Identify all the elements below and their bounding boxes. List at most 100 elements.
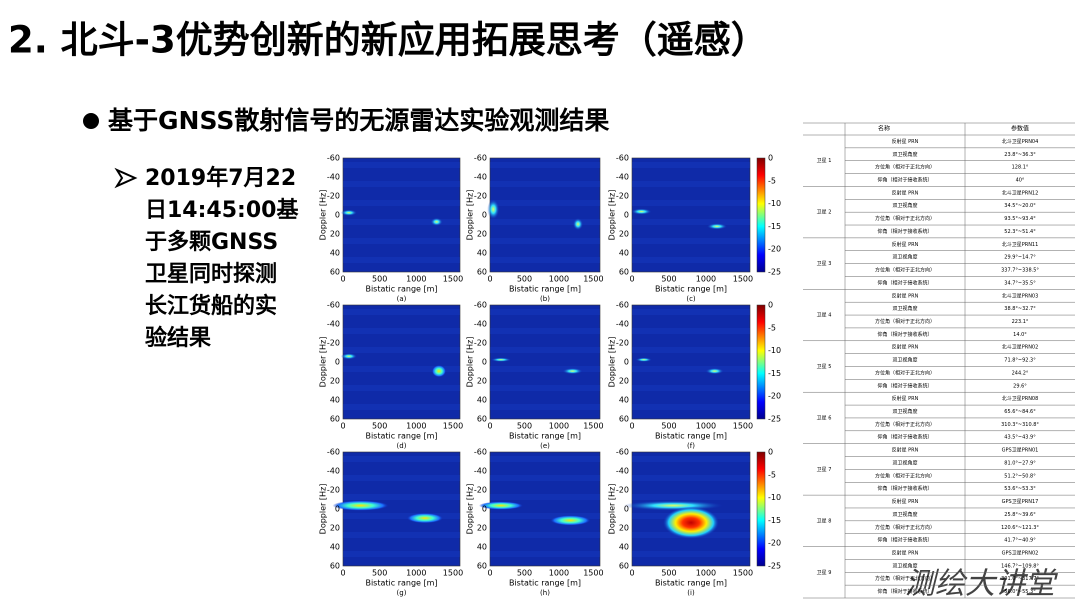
y-axis-label: Doppler [Hz] — [319, 484, 328, 535]
table-group-label: 卫星 3 — [817, 261, 832, 267]
heatmap-echo — [550, 515, 591, 526]
table-cell: 93.5°~93.4° — [1004, 216, 1036, 222]
x-tick-label: 500 — [517, 569, 532, 578]
y-tick-label: 40 — [619, 249, 629, 258]
x-tick-label: 1500 — [733, 275, 753, 284]
table-cell: 北斗卫星PRN11 — [1002, 241, 1039, 248]
y-tick-label: 20 — [619, 230, 629, 239]
heatmap-background — [489, 157, 601, 273]
table-cell: 方位角（相对于正北方向） — [875, 318, 935, 325]
x-tick-label: 1500 — [443, 275, 463, 284]
heatmap-noise-band — [343, 219, 460, 225]
y-tick-label: 40 — [330, 249, 340, 258]
heatmap-echo — [406, 513, 443, 524]
sub-bullet-line: 于多颗GNSS — [145, 229, 278, 255]
table-cell: 337.7°~338.5° — [1001, 268, 1039, 274]
table-cell: GPS卫星PRN17 — [1002, 499, 1039, 505]
table-cell: 反射星 PRN — [892, 395, 919, 402]
heatmap-noise-band — [490, 404, 600, 410]
heatmap-echo — [635, 357, 652, 362]
arrow-bullet — [114, 167, 138, 189]
y-tick-label: 0 — [335, 505, 340, 514]
y-tick-label: 0 — [482, 211, 487, 220]
y-tick-label: 20 — [477, 230, 487, 239]
table-cell: 方位角（相对于正北方向） — [875, 472, 935, 479]
table-cell: 反射星 PRN — [892, 292, 919, 299]
x-tick-label: 1000 — [549, 569, 569, 578]
table-cell: 方位角（相对于正北方向） — [875, 215, 935, 222]
heatmap-noise-band — [490, 200, 600, 206]
table-cell: 反射星 PRN — [892, 447, 919, 454]
y-tick-label: -20 — [474, 192, 487, 201]
heatmap-noise-band — [343, 404, 460, 410]
y-tick-label: 0 — [482, 358, 487, 367]
table-cell: 北斗卫星PRN04 — [1002, 138, 1039, 145]
colorbar-tick-label: -25 — [768, 415, 781, 424]
table-group-label: 卫星 6 — [817, 415, 832, 421]
x-tick-label: 1000 — [696, 275, 716, 284]
panel-caption: (c) — [686, 295, 696, 303]
table-cell: 双卫视角度 — [892, 202, 917, 209]
y-tick-label: -40 — [474, 467, 487, 476]
heatmap-noise-band — [490, 328, 600, 334]
table-cell: 反射星 PRN — [892, 189, 919, 196]
y-tick-label: -40 — [474, 320, 487, 329]
table-cell: 41.7°~40.9° — [1004, 538, 1036, 544]
table-cell: 43.5°~43.9° — [1004, 435, 1036, 441]
panel-caption: (h) — [540, 589, 550, 597]
table-cell: 仰角（相对于接收系统） — [877, 485, 932, 492]
y-tick-label: 60 — [619, 268, 629, 277]
y-tick-label: 40 — [477, 249, 487, 258]
table-cell: 方位角（相对于正北方向） — [875, 267, 935, 274]
y-tick-label: 40 — [330, 396, 340, 405]
x-tick-label: 500 — [372, 569, 387, 578]
table-group-label: 卫星 5 — [817, 364, 832, 370]
heatmap-noise-band — [490, 456, 600, 462]
y-tick-label: 40 — [619, 543, 629, 552]
table-cell: 北斗卫星PRN03 — [1002, 292, 1039, 299]
table-cell: 40° — [1016, 178, 1025, 184]
table-group-label: 卫星 2 — [817, 210, 832, 216]
x-tick-label: 1000 — [406, 569, 426, 578]
sub-bullet-line: 2019年7月22 — [145, 165, 296, 191]
table-cell: 128.1° — [1012, 165, 1029, 171]
y-tick-label: 20 — [330, 524, 340, 533]
y-tick-label: -40 — [616, 173, 629, 182]
table-cell: 双卫视角度 — [892, 357, 917, 364]
heatmap-background — [342, 304, 461, 420]
y-tick-label: 60 — [330, 562, 340, 571]
x-axis-label: Bistatic range [m] — [655, 579, 727, 588]
colorbar-tick-label: -15 — [768, 516, 781, 525]
panel-caption: (i) — [687, 589, 695, 597]
colorbar-tick-label: -5 — [768, 323, 776, 332]
colorbar-tick-label: -20 — [768, 539, 781, 548]
y-tick-label: -60 — [474, 301, 487, 310]
table-cell: 北斗卫星PRN08 — [1002, 395, 1039, 402]
y-tick-label: 20 — [477, 524, 487, 533]
y-tick-label: -20 — [327, 192, 340, 201]
x-tick-label: 500 — [661, 275, 676, 284]
table-cell: 方位角（相对于正北方向） — [875, 421, 935, 428]
x-axis-label: Bistatic range [m] — [655, 432, 727, 441]
sub-bullet-line: 验结果 — [145, 325, 211, 351]
y-tick-label: 0 — [624, 505, 629, 514]
colorbar-tick-label: -25 — [768, 562, 781, 571]
table-cell: 23.8°~36.3° — [1004, 152, 1036, 158]
y-tick-label: 0 — [482, 505, 487, 514]
table-cell: 双卫视角度 — [892, 151, 917, 158]
sub-bullet-line: 卫星同时探测 — [145, 261, 277, 287]
heatmap-noise-band — [343, 532, 460, 538]
table-group-label: 卫星 8 — [817, 518, 832, 524]
x-tick-label: 1500 — [443, 422, 463, 431]
bullet-text: 基于GNSS散射信号的无源雷达实验观测结果 — [108, 106, 609, 135]
heatmap-noise-band — [343, 181, 460, 187]
heatmap-noise-band — [343, 328, 460, 334]
table-cell: 双卫视角度 — [892, 511, 917, 518]
y-tick-label: 40 — [477, 543, 487, 552]
y-tick-label: -60 — [474, 448, 487, 457]
table-cell: 38.8°~32.7° — [1004, 306, 1036, 312]
heatmap-background — [342, 157, 461, 273]
table-cell: 仰角（相对于接收系统） — [877, 177, 932, 184]
